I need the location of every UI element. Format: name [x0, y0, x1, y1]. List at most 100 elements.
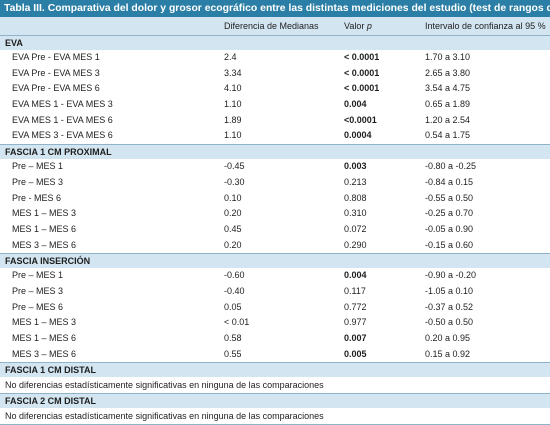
table-row: EVA Pre - EVA MES 6 4.10 < 0.0001 3.54 a 4.…	[0, 81, 550, 97]
confidence-interval: -1.05 a 0.10	[425, 285, 474, 296]
table-row: MES 1 – MES 6 0.58 0.007 0.20 a 0.95	[0, 331, 550, 347]
median-difference: -0.60	[224, 270, 245, 281]
table-row: MES 1 – MES 3 0.20 0.310 -0.25 a 0.70	[0, 206, 550, 222]
table-row: MES 1 – MES 3 < 0.01 0.977 -0.50 a 0.50	[0, 315, 550, 331]
section-heading: EVA	[0, 35, 550, 50]
table-row: Pre – MES 3 -0.30 0.213 -0.84 a 0.15	[0, 175, 550, 191]
comparison-label: MES 1 – MES 6	[12, 333, 77, 343]
median-difference: 0.55	[224, 348, 242, 359]
comparison-label: Pre - MES 6	[12, 192, 62, 203]
table-row: EVA MES 1 - EVA MES 6 1.89 <0.0001 1.20 a 2…	[0, 113, 550, 129]
comparison-label: EVA Pre - EVA MES 1	[12, 52, 100, 62]
comparison-label: Pre – MES 6	[12, 301, 64, 312]
confidence-interval: -0.80 a -0.25	[425, 161, 477, 172]
median-difference: -0.40	[224, 285, 245, 296]
confidence-interval: -0.37 a 0.52	[425, 301, 474, 312]
p-value: <0.0001	[344, 114, 377, 125]
section-note: No diferencias estadísticamente signific…	[5, 380, 324, 391]
table-row: Pre - MES 6 0.10 0.808 -0.55 a 0.50	[0, 191, 550, 207]
p-value: 0.772	[344, 301, 367, 312]
confidence-interval: -0.50 a 0.50	[425, 317, 474, 328]
table-row: Pre – MES 1 -0.45 0.003 -0.80 a -0.25	[0, 159, 550, 175]
confidence-interval: 3.54 a 4.75	[425, 83, 471, 94]
header-row: Diferencia de Medianas Valor p Intervalo…	[0, 17, 550, 35]
comparison-label: EVA MES 3 - EVA MES 6	[12, 130, 113, 141]
median-difference: 0.20	[224, 208, 242, 219]
table-row: MES 3 – MES 6 0.55 0.005 0.15 a 0.92	[0, 347, 550, 363]
table-row: Pre – MES 1 -0.60 0.004 -0.90 a -0.20	[0, 268, 550, 284]
header-pvalue: Valor p	[344, 17, 372, 35]
table-row: MES 1 – MES 6 0.45 0.072 -0.05 a 0.90	[0, 222, 550, 238]
header-diff: Diferencia de Medianas	[224, 21, 319, 31]
comparison-label: EVA Pre - EVA MES 6	[12, 83, 100, 94]
confidence-interval: -0.90 a -0.20	[425, 270, 477, 281]
p-value: < 0.0001	[344, 67, 380, 78]
table-row: MES 3 – MES 6 0.20 0.290 -0.15 a 0.60	[0, 238, 550, 254]
table-row: EVA MES 1 - EVA MES 3 1.10 0.004 0.65 a 1.8…	[0, 97, 550, 113]
confidence-interval: -0.05 a 0.90	[425, 223, 474, 234]
median-difference: < 0.01	[224, 317, 250, 328]
median-difference: 4.10	[224, 83, 242, 94]
p-value: 0.290	[344, 239, 367, 250]
p-value: 0.808	[344, 192, 367, 203]
median-difference: 0.20	[224, 239, 242, 250]
comparison-label: Pre – MES 1	[12, 161, 64, 172]
confidence-interval: 0.65 a 1.89	[425, 99, 471, 110]
median-difference: 1.89	[224, 114, 242, 125]
comparison-label: Pre – MES 3	[12, 176, 64, 187]
p-value: 0.072	[344, 223, 367, 234]
table-row: EVA MES 3 - EVA MES 6 1.10 0.0004 0.54 a 1.…	[0, 128, 550, 144]
table-title: Tabla III. Comparativa del dolor y groso…	[0, 0, 550, 17]
comparison-label: MES 1 – MES 3	[12, 317, 77, 328]
median-difference: -0.45	[224, 161, 245, 172]
section-heading: FASCIA 2 CM DISTAL	[0, 393, 550, 409]
confidence-interval: 1.20 a 2.54	[425, 114, 471, 125]
median-difference: 2.4	[224, 52, 237, 62]
table-row: EVA Pre - EVA MES 3 3.34 < 0.0001 2.65 a 3.…	[0, 66, 550, 82]
median-difference: 0.45	[224, 223, 242, 234]
section-heading: FASCIA 1 CM DISTAL	[0, 362, 550, 378]
p-value: 0.0004	[344, 130, 372, 141]
table-row: Pre – MES 3 -0.40 0.117 -1.05 a 0.10	[0, 284, 550, 300]
section-heading: FASCIA INSERCIÓN	[0, 253, 550, 269]
median-difference: 0.58	[224, 333, 242, 343]
p-value: 0.004	[344, 270, 367, 281]
confidence-interval: 0.15 a 0.92	[425, 348, 471, 359]
median-difference: 1.10	[224, 130, 242, 141]
confidence-interval: -0.84 a 0.15	[425, 176, 474, 187]
comparison-label: Pre – MES 3	[12, 285, 64, 296]
confidence-interval: 0.54 a 1.75	[425, 130, 471, 141]
confidence-interval: 2.65 a 3.80	[425, 67, 471, 78]
header-pvalue-prefix: Valor	[344, 21, 367, 31]
p-value: 0.003	[344, 161, 367, 172]
median-difference: 1.10	[224, 99, 242, 110]
p-value: 0.213	[344, 176, 367, 187]
comparison-label: MES 1 – MES 3	[12, 208, 77, 219]
comparison-label: MES 1 – MES 6	[12, 223, 77, 234]
p-value: 0.310	[344, 208, 367, 219]
comparison-label: EVA Pre - EVA MES 3	[12, 67, 100, 78]
p-value: < 0.0001	[344, 83, 380, 94]
comparison-label: MES 3 – MES 6	[12, 348, 77, 359]
comparison-label: Pre – MES 1	[12, 270, 64, 281]
p-value: 0.007	[344, 333, 367, 343]
table-body: EVA EVA Pre - EVA MES 1 2.4 < 0.0001 1.70 a …	[0, 35, 550, 424]
confidence-interval: -0.25 a 0.70	[425, 208, 474, 219]
header-pvalue-italic: p	[366, 21, 372, 31]
p-value: 0.977	[344, 317, 367, 328]
p-value: 0.005	[344, 348, 367, 359]
median-difference: 3.34	[224, 67, 242, 78]
confidence-interval: -0.55 a 0.50	[425, 192, 474, 203]
table-row: Pre – MES 6 0.05 0.772 -0.37 a 0.52	[0, 300, 550, 316]
p-value: < 0.0001	[344, 52, 380, 62]
p-value: 0.004	[344, 99, 367, 110]
header-ci: Intervalo de confianza al 95 %	[425, 21, 546, 31]
table-row: EVA Pre - EVA MES 1 2.4 < 0.0001 1.70 a 3.1…	[0, 50, 550, 66]
comparison-label: EVA MES 1 - EVA MES 6	[12, 114, 113, 125]
median-difference: 0.10	[224, 192, 242, 203]
comparison-label: MES 3 – MES 6	[12, 239, 77, 250]
confidence-interval: 0.20 a 0.95	[425, 333, 471, 343]
confidence-interval: -0.15 a 0.60	[425, 239, 474, 250]
median-difference: -0.30	[224, 176, 245, 187]
